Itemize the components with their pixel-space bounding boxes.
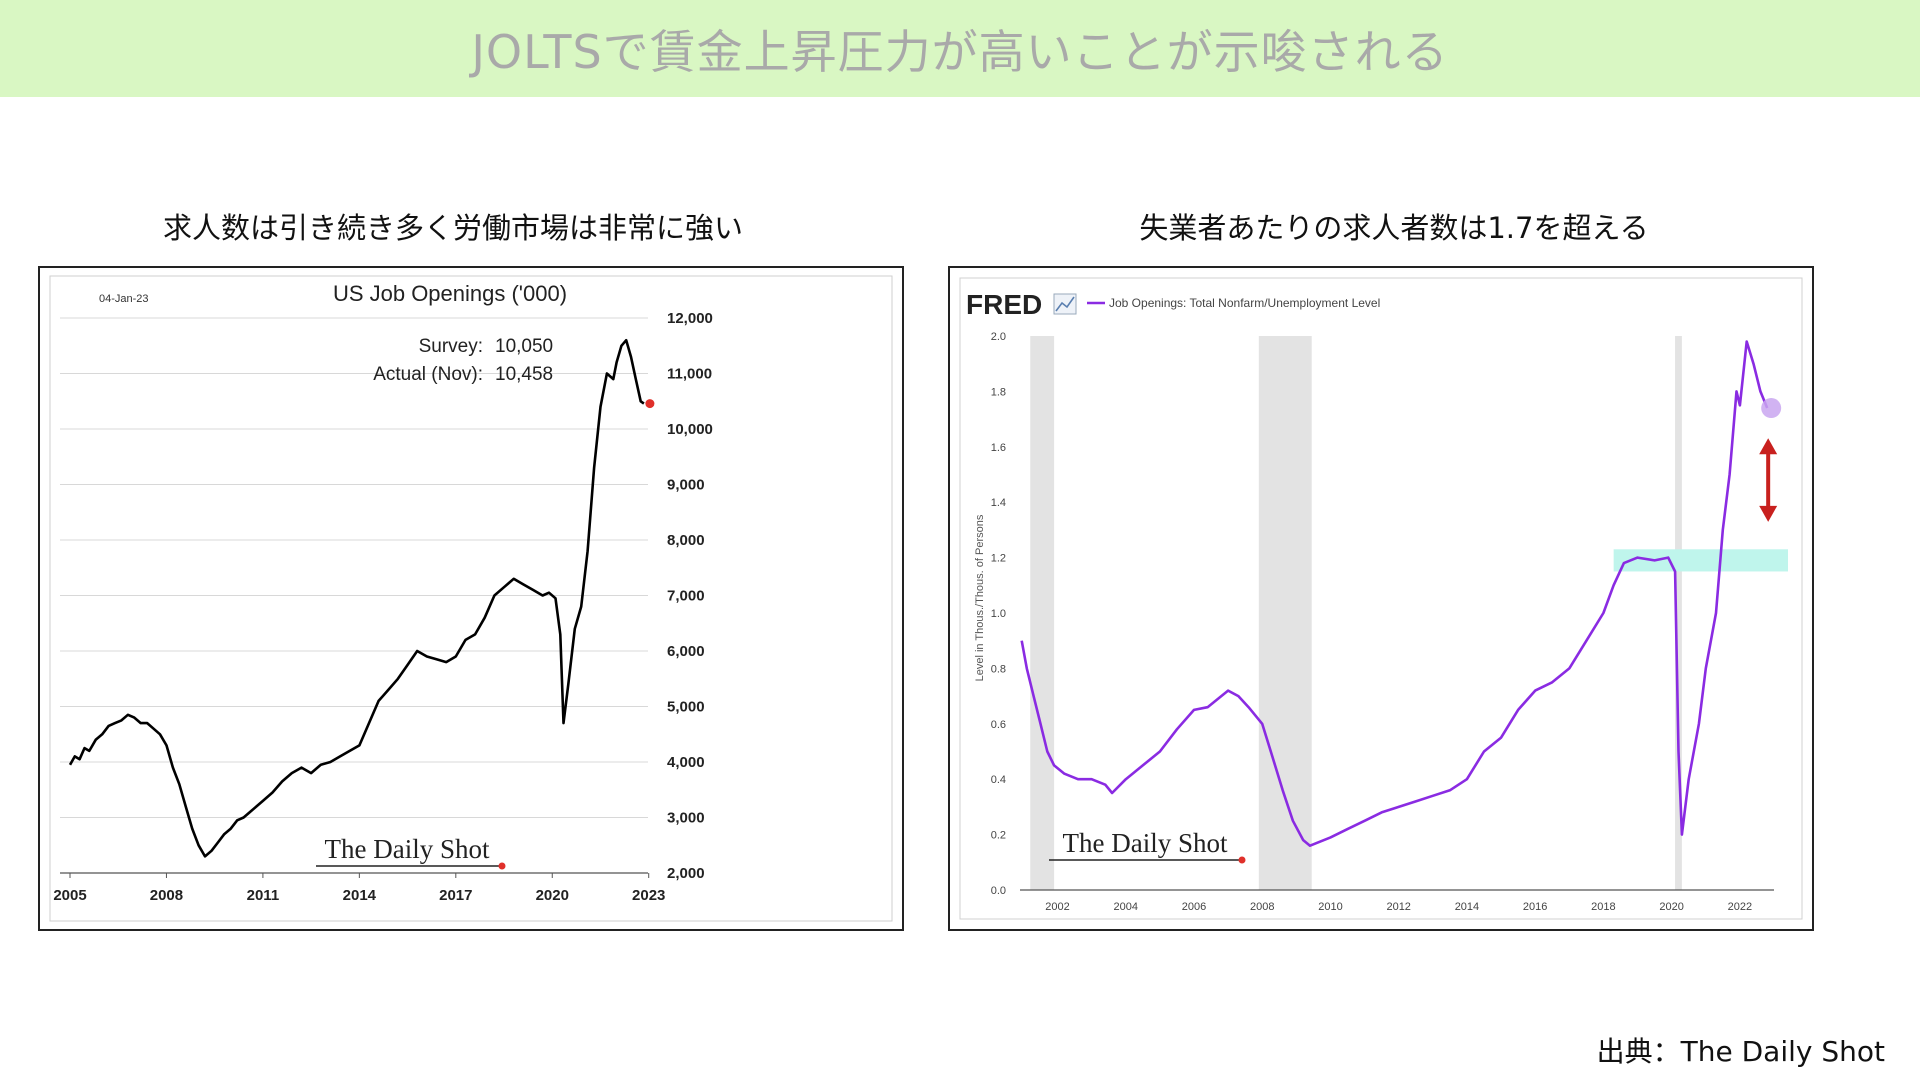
actual-label: Actual (Nov): bbox=[373, 364, 483, 385]
latest-value-marker bbox=[1761, 398, 1782, 419]
y-tick-label: 2.0 bbox=[991, 331, 1006, 343]
date-label: 04-Jan-23 bbox=[99, 293, 149, 305]
plot-border bbox=[49, 275, 893, 922]
arrow-head-up bbox=[1759, 438, 1778, 455]
y-tick-label: 5,000 bbox=[667, 699, 705, 716]
y-tick-label: 0.4 bbox=[991, 774, 1006, 786]
y-tick-label: 1.0 bbox=[991, 608, 1006, 620]
y-tick-label: 0.8 bbox=[991, 663, 1006, 675]
y-tick-label: 7,000 bbox=[667, 588, 705, 605]
x-tick-label: 2020 bbox=[536, 887, 569, 904]
right-chart-caption: 失業者あたりの求人者数は1.7を超える bbox=[1139, 211, 1649, 245]
x-tick-label: 2020 bbox=[1659, 901, 1683, 913]
gap-arrow bbox=[1759, 438, 1778, 522]
x-tick-label: 2012 bbox=[1386, 901, 1410, 913]
x-tick-label: 2017 bbox=[439, 887, 472, 904]
ratio-series-line bbox=[1020, 340, 1769, 847]
y-tick-label: 11,000 bbox=[667, 366, 712, 383]
left-chart-title: US Job Openings ('000) bbox=[333, 281, 567, 306]
y-tick-label: 4,000 bbox=[667, 754, 705, 771]
pre-covid-level-band bbox=[1613, 549, 1788, 572]
plot-border bbox=[959, 277, 1803, 920]
source-note: 出典：The Daily Shot bbox=[1596, 1035, 1885, 1068]
latest-value-marker bbox=[645, 399, 655, 409]
x-tick-label: 2014 bbox=[343, 887, 377, 904]
x-tick-label: 2004 bbox=[1114, 901, 1138, 913]
watermark-dot bbox=[1238, 856, 1246, 864]
y-axis-label: Level in Thous./Thous. of Persons bbox=[974, 514, 986, 681]
right-chart-frame: 0.0 0.2 0.4 0.6 0.8 1.0 1.2 1.4 1.6 1.8 2.0 2002 20… bbox=[948, 266, 1814, 931]
x-tick-label: 2022 bbox=[1728, 901, 1752, 913]
y-tick-label: 0.6 bbox=[991, 719, 1006, 731]
left-chart-frame: 2,000 3,000 4,000 5,000 6,000 7,000 8,000 9,000… bbox=[38, 266, 904, 931]
y-tick-label: 0.0 bbox=[991, 885, 1006, 897]
y-tick-label: 0.2 bbox=[991, 830, 1006, 842]
page-title: JOLTSで賃金上昇圧力が高いことが示唆される bbox=[471, 24, 1449, 79]
right-watermark: The Daily Shot bbox=[1063, 828, 1228, 858]
y-tick-label: 9,000 bbox=[667, 477, 705, 494]
y-tick-label: 1.2 bbox=[991, 553, 1006, 565]
left-chart-caption: 求人数は引き続き多く労働市場は非常に強い bbox=[162, 211, 743, 245]
watermark-dot bbox=[498, 862, 506, 870]
y-tick-label: 1.4 bbox=[991, 497, 1006, 509]
actual-value: 10,458 bbox=[495, 364, 553, 385]
y-tick-label: 1.8 bbox=[991, 386, 1006, 398]
y-tick-label: 2,000 bbox=[667, 865, 705, 882]
recession-shade bbox=[1258, 336, 1312, 890]
x-tick-label: 2014 bbox=[1455, 901, 1479, 913]
recession-shade bbox=[1675, 336, 1682, 890]
openings-per-unemployed-chart: 0.0 0.2 0.4 0.6 0.8 1.0 1.2 1.4 1.6 1.8 2.0 2002 20… bbox=[959, 277, 1803, 920]
left-watermark: The Daily Shot bbox=[325, 834, 490, 864]
x-tick-label: 2023 bbox=[632, 887, 665, 904]
y-tick-label: 3,000 bbox=[667, 810, 705, 827]
y-tick-label: 8,000 bbox=[667, 532, 705, 549]
survey-label: Survey: bbox=[419, 336, 483, 357]
x-tick-label: 2008 bbox=[1250, 901, 1274, 913]
arrow-head-down bbox=[1759, 505, 1778, 522]
x-tick-label: 2010 bbox=[1318, 901, 1342, 913]
x-tick-label: 2018 bbox=[1591, 901, 1615, 913]
survey-value: 10,050 bbox=[495, 336, 553, 357]
x-tick-label: 2008 bbox=[150, 887, 183, 904]
fred-chart-icon bbox=[1053, 293, 1077, 315]
x-tick-label: 2002 bbox=[1045, 901, 1069, 913]
job-openings-series-line bbox=[68, 338, 645, 858]
title-bar: JOLTSで賃金上昇圧力が高いことが示唆される bbox=[0, 0, 1920, 97]
y-tick-label: 6,000 bbox=[667, 643, 705, 660]
recession-shade bbox=[1030, 336, 1055, 890]
legend-label: Job Openings: Total Nonfarm/Unemployment… bbox=[1109, 296, 1380, 310]
fred-logo: FRED bbox=[966, 289, 1042, 320]
x-tick-label: 2005 bbox=[53, 887, 86, 904]
y-tick-label: 1.6 bbox=[991, 442, 1006, 454]
y-tick-label: 12,000 bbox=[667, 310, 713, 327]
x-tick-label: 2006 bbox=[1182, 901, 1206, 913]
x-tick-label: 2011 bbox=[247, 887, 280, 904]
y-tick-label: 10,000 bbox=[667, 421, 713, 438]
x-tick-label: 2016 bbox=[1523, 901, 1547, 913]
job-openings-chart: 2,000 3,000 4,000 5,000 6,000 7,000 8,000 9,000… bbox=[49, 275, 893, 922]
